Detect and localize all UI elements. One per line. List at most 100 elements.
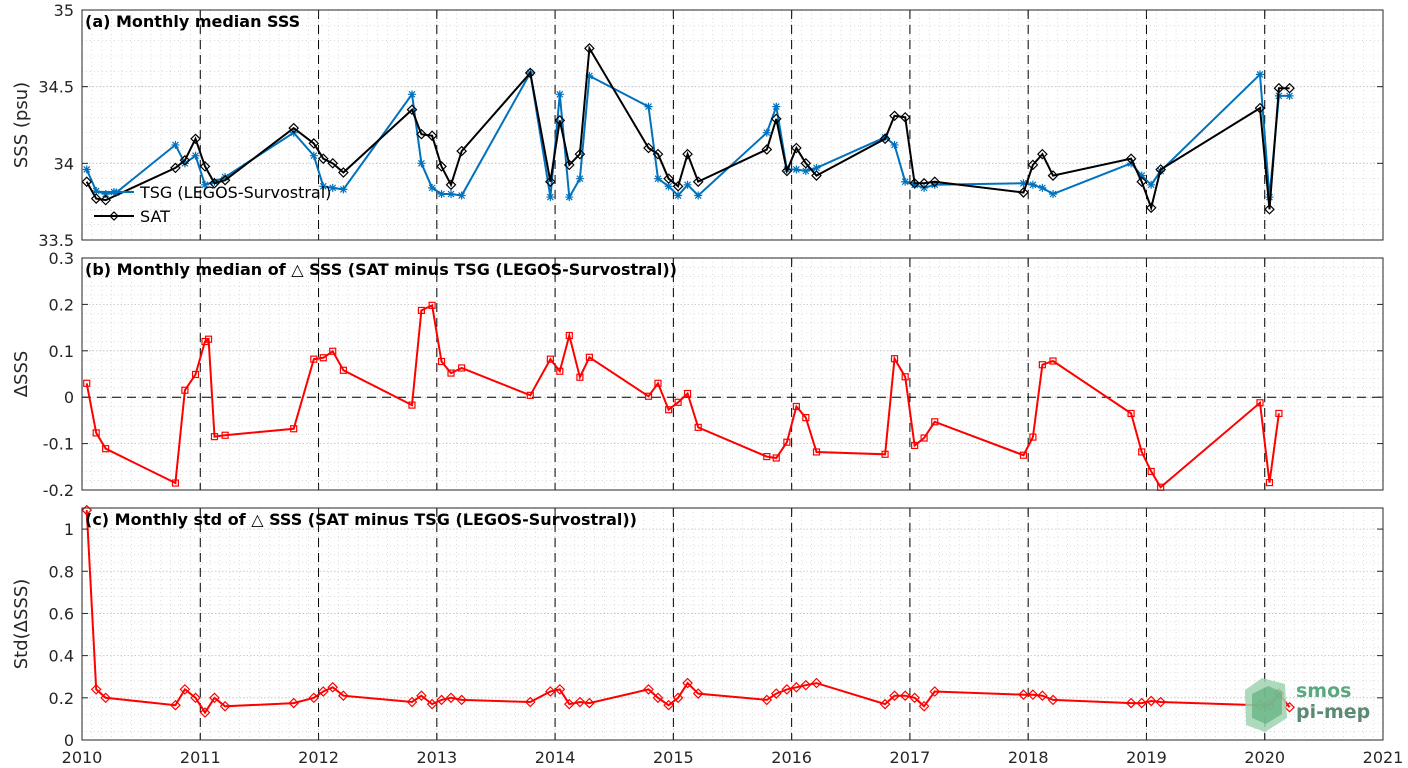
x-tick-label: 2019 — [1126, 748, 1167, 767]
data-point — [801, 167, 810, 175]
data-point — [770, 113, 782, 125]
data-point — [1136, 697, 1148, 709]
data-point — [171, 479, 180, 487]
data-point — [812, 163, 821, 172]
data-point — [1136, 176, 1148, 188]
data-point — [171, 140, 180, 149]
y-tick-label: 0.1 — [49, 342, 74, 361]
data-point — [1038, 183, 1047, 192]
legend-marker — [109, 211, 119, 221]
data-point — [1256, 399, 1264, 407]
y-tick-label: 0.2 — [49, 689, 74, 708]
data-point — [920, 434, 928, 442]
data-point — [82, 165, 91, 174]
data-point — [772, 102, 781, 111]
data-point — [554, 684, 566, 695]
data-point — [417, 306, 426, 315]
data-point — [456, 145, 468, 157]
data-point — [406, 104, 418, 116]
data-point — [81, 176, 93, 188]
logo-text-pi-mep: pi-mep — [1296, 701, 1370, 723]
data-point — [1284, 701, 1295, 713]
data-point — [565, 331, 573, 340]
data-point — [437, 190, 446, 198]
x-tick-label: 2015 — [653, 748, 694, 767]
x-tick-label: 2021 — [1363, 748, 1404, 767]
data-point — [1127, 409, 1135, 418]
data-point — [909, 692, 920, 704]
minor-grid — [82, 508, 1383, 740]
data-point — [772, 454, 780, 462]
y-tick-label: 33.5 — [38, 231, 74, 250]
data-point — [288, 122, 300, 134]
data-point — [180, 159, 189, 168]
data-point — [1019, 179, 1028, 188]
x-tick-label: 2020 — [1244, 748, 1285, 767]
data-point — [426, 698, 438, 710]
data-point — [792, 165, 801, 174]
panel-1: 33.5 34 34.5 35 SSS (psu) (a) Monthly median … — [11, 1, 1384, 250]
data-point — [221, 431, 229, 439]
data-point — [199, 707, 211, 718]
data-point — [83, 379, 91, 387]
data-point — [762, 128, 771, 137]
data-point — [563, 159, 575, 171]
data-point — [309, 151, 318, 160]
data-point — [209, 177, 220, 189]
data-point — [910, 180, 919, 189]
data-point — [319, 354, 327, 362]
legend-entry: SAT — [94, 207, 170, 226]
data-point — [219, 174, 231, 186]
data-point — [792, 402, 800, 411]
data-point — [1125, 697, 1137, 709]
data-point — [428, 301, 436, 309]
data-point — [179, 684, 191, 695]
data-point — [339, 366, 347, 374]
axes-box — [81, 9, 1384, 241]
data-point — [584, 42, 595, 54]
data-point — [199, 161, 211, 172]
data-point — [204, 335, 213, 343]
data-point — [1138, 448, 1146, 456]
data-point — [574, 696, 586, 708]
x-tick-label: 2017 — [890, 748, 931, 767]
data-point — [1137, 171, 1146, 180]
data-point — [447, 190, 456, 198]
data-point — [763, 452, 771, 461]
data-point — [221, 173, 230, 182]
data-point — [1265, 478, 1274, 487]
y-tick-label: 0.8 — [49, 562, 74, 581]
data-point — [458, 364, 466, 372]
data-point — [1027, 159, 1039, 171]
data-point — [643, 684, 654, 695]
data-point — [209, 692, 220, 704]
data-point — [1264, 203, 1275, 215]
data-point — [1047, 170, 1059, 181]
data-point — [92, 186, 101, 195]
data-point — [1049, 190, 1058, 198]
data-point — [812, 448, 821, 456]
data-point — [1256, 70, 1264, 79]
data-point — [556, 367, 564, 375]
data-point — [881, 450, 889, 458]
ticks: 33.5 34 34.5 35 — [38, 1, 1384, 250]
data-point — [416, 690, 427, 702]
data-point — [308, 692, 320, 704]
data-point — [911, 441, 919, 450]
panels: 33.5 34 34.5 35 SSS (psu) (a) Monthly median … — [11, 1, 1403, 767]
data-point — [909, 177, 920, 189]
y-tick-label: 0.6 — [49, 604, 74, 623]
data-point — [563, 698, 575, 710]
legend-entry: TSG (LEGOS-Survostral) — [94, 183, 331, 202]
data-point — [770, 688, 782, 699]
data-point — [524, 696, 536, 708]
data-point — [190, 133, 201, 145]
data-point — [811, 677, 822, 689]
x-tick-label: 2016 — [771, 748, 812, 767]
data-point — [663, 699, 674, 711]
data-point — [426, 130, 438, 142]
data-point — [1047, 694, 1059, 706]
y-tick-label: -0.2 — [43, 481, 74, 500]
data-point — [901, 373, 909, 381]
panel-3: 0 0.2 0.4 0.6 0.8 1 2010 2011 2012 2013 2014 2015 20… — [11, 504, 1404, 767]
